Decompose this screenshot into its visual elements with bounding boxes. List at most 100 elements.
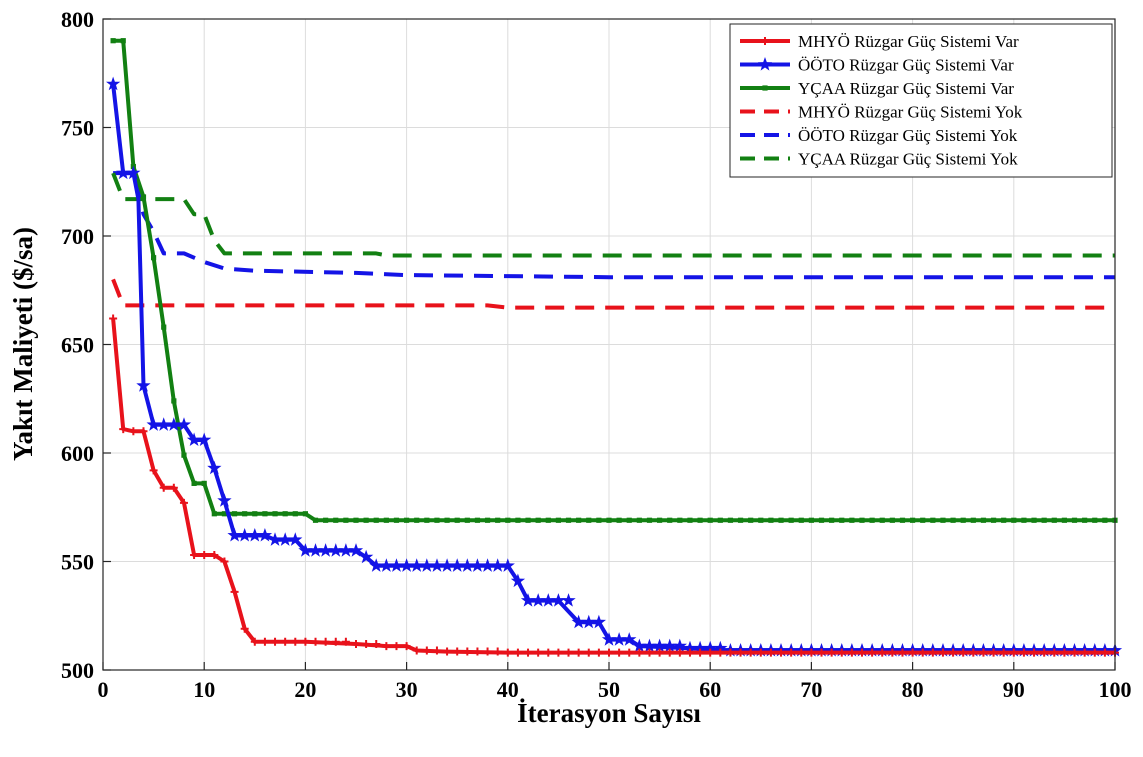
series-marker [626,517,632,523]
series-marker [240,624,249,633]
series-marker [515,517,521,523]
series-marker [250,637,259,646]
series-marker [1071,517,1078,523]
series-marker [383,517,389,523]
series-marker [149,466,158,475]
series-marker [450,558,465,572]
series-marker [655,648,664,657]
series-marker [281,637,290,646]
legend-item: YÇAA Rüzgar Güç Sistemi Yok [740,150,1018,169]
series-marker [181,452,187,458]
series-marker [574,648,583,657]
series-marker [352,639,360,648]
legend: MHYÖ Rüzgar Güç Sistemi Var ÖÖTO Rüzgar G… [729,23,1113,178]
series-marker [179,498,188,507]
series-marker [1102,517,1108,523]
series-marker [217,493,232,507]
series-marker [434,517,440,523]
series-marker [404,517,410,523]
series-marker [422,646,431,655]
series-marker [920,517,926,523]
series-marker [594,648,603,657]
series-marker [106,76,121,91]
series-marker [500,558,515,572]
legend-box [729,23,1113,178]
series-marker [697,517,703,523]
series-marker [576,517,582,523]
series-marker [798,517,804,523]
series-marker [930,517,936,523]
series-marker [139,427,148,436]
series-marker [237,528,252,542]
series-marker [737,517,744,523]
series-marker [510,573,526,588]
series-marker [151,255,157,261]
series-marker [495,517,501,523]
series-marker [707,517,713,523]
series-marker [298,543,313,557]
series-marker [950,517,956,523]
series-marker [675,648,684,657]
series-marker [1092,517,1098,523]
series-marker [520,593,536,607]
series-marker [272,511,278,517]
series-marker [359,549,374,564]
x-tick-label: 0 [98,677,109,702]
series-marker [493,647,502,656]
series-marker [156,417,171,431]
series-marker [928,648,937,657]
series-marker [584,648,593,657]
series-marker [768,517,774,523]
series-marker [525,517,531,523]
series-marker [282,511,288,517]
series-marker [652,638,667,653]
series-marker [207,460,222,475]
series-marker [1070,648,1079,657]
series-marker [166,417,181,431]
series-marker [1050,648,1059,657]
legend-item: ÖÖTO Rüzgar Güç Sistemi Var [740,56,1014,75]
series-marker [308,543,323,557]
series-marker [554,648,563,657]
series-marker [959,648,968,657]
series-marker [837,648,846,657]
series-marker [586,517,592,523]
series-marker [766,648,775,657]
series-marker [363,517,369,523]
series-marker [818,517,825,523]
series-marker [338,543,353,557]
series-marker [262,511,268,517]
series-marker [341,637,350,646]
series-marker [379,558,394,572]
series-marker [687,517,693,523]
series-marker [667,517,673,523]
series-marker [414,517,420,523]
series-marker [480,558,495,572]
series-marker [908,648,917,657]
series-marker [409,558,424,572]
series-marker [267,532,283,546]
series-marker [625,648,634,657]
series-marker [646,517,653,523]
series-marker [756,648,765,657]
x-tick-label: 30 [396,677,418,702]
series-marker [788,517,794,523]
x-tick-label: 90 [1003,677,1025,702]
series-marker [318,543,333,557]
series-marker [1040,648,1049,657]
series-marker [642,638,657,653]
series-marker [817,648,826,657]
legend-item: ÖÖTO Rüzgar Güç Sistemi Yok [740,126,1018,145]
series-marker [970,517,976,523]
series-marker [110,38,116,44]
series-4 [111,278,1115,310]
series-marker [989,648,998,657]
series-marker [531,593,546,607]
series-marker [382,642,391,651]
series-marker [888,648,897,657]
series-marker [980,517,987,523]
y-axis-ticks: 500 550 600 650 700 750 800 [61,7,111,683]
series-marker [859,517,865,523]
x-tick-label: 70 [800,677,822,702]
series-marker [444,517,450,523]
